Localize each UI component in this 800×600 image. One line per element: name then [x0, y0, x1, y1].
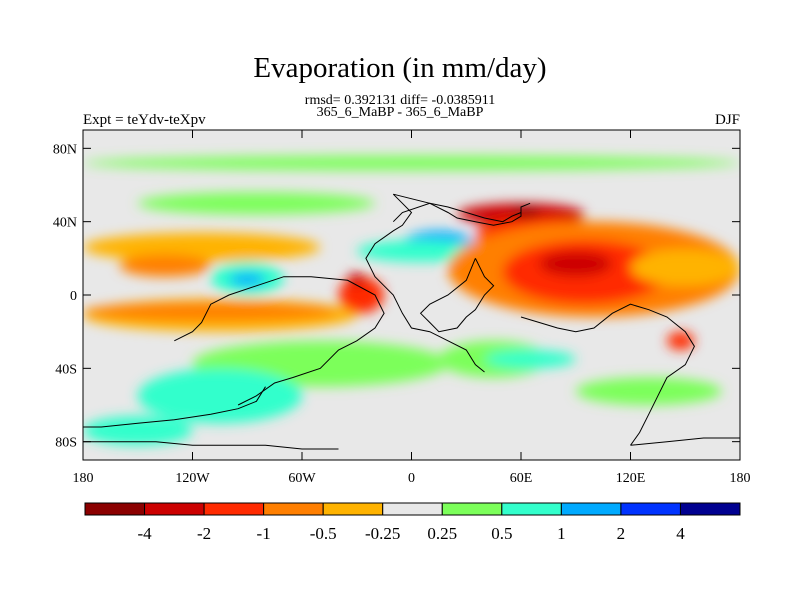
- colorbar: -4 -2 -1 -0.5 -0.25 0.25 0.5 1 2 4: [84, 502, 741, 543]
- colorbar-swatch: [620, 502, 681, 516]
- coastline: [419, 258, 495, 333]
- coastline: [174, 276, 385, 406]
- coastline: [83, 386, 266, 428]
- x-tick-label: 120E: [616, 471, 646, 486]
- colorbar-label: 0.5: [491, 524, 512, 543]
- coastline: [393, 193, 531, 226]
- x-tick-label: 180: [73, 471, 94, 486]
- coastline: [630, 437, 740, 446]
- colorbar-swatch: [679, 502, 741, 516]
- y-tick-label: 0: [70, 289, 77, 304]
- experiment-label: Expt = teYdv-teXpv: [83, 112, 206, 128]
- field-region: [630, 249, 740, 286]
- field-region: [229, 273, 266, 286]
- colorbar-swatch: [322, 502, 384, 516]
- y-tick-label: 40N: [53, 216, 77, 231]
- x-tick-label: 0: [408, 471, 415, 486]
- field-region: [511, 207, 540, 218]
- colorbar-swatch: [501, 502, 562, 516]
- colorbar-swatch: [144, 502, 205, 516]
- field-region: [539, 251, 613, 277]
- colorbar-swatch: [203, 502, 265, 516]
- field-region: [338, 276, 385, 314]
- x-tick-label: 60E: [510, 471, 533, 486]
- colorbar-label: -1: [257, 524, 271, 543]
- field-region: [137, 192, 375, 215]
- colorbar-label: 1: [557, 524, 566, 543]
- field-region: [356, 240, 485, 262]
- colorbar-label: -0.5: [310, 524, 337, 543]
- field-region: [575, 377, 722, 405]
- colorbar-label: 0.25: [427, 524, 457, 543]
- season-label: DJF: [714, 112, 740, 128]
- y-tick-label: 80S: [55, 436, 77, 451]
- field-region: [83, 155, 740, 171]
- y-tick-label: 40S: [55, 362, 77, 377]
- field-region: [484, 350, 576, 369]
- colorbar-label: -4: [137, 524, 152, 543]
- colorbar-label: 4: [676, 524, 685, 543]
- colorbar-swatch: [382, 502, 443, 516]
- axes: 180 120W 60W 0 60E 120E 180 80N 40N 0 40S 80S: [53, 130, 751, 486]
- field-region: [83, 416, 193, 446]
- chart-title: Evaporation (in mm/day): [253, 52, 547, 84]
- y-tick-label: 80N: [53, 142, 77, 157]
- field-region: [667, 331, 695, 351]
- colorbar-label: 2: [617, 524, 626, 543]
- x-tick-label: 120W: [175, 471, 210, 486]
- field-region: [347, 273, 366, 286]
- colorbar-swatch: [84, 502, 146, 516]
- field-region: [119, 254, 211, 277]
- field-region: [83, 302, 339, 321]
- coastline: [83, 441, 339, 450]
- coastlines: [83, 193, 740, 450]
- colorbar-swatch: [560, 502, 622, 516]
- case-line: 365_6_MaBP - 365_6_MaBP: [316, 105, 484, 120]
- field-region: [83, 232, 321, 262]
- stats-line: rmsd= 0.392131 diff= -0.0385911: [304, 93, 496, 108]
- coastline: [392, 202, 522, 223]
- coastline: [520, 303, 695, 446]
- colorbar-label: -2: [197, 524, 211, 543]
- colorbar-swatch: [263, 502, 324, 516]
- x-tick-label: 180: [730, 471, 751, 486]
- colorbar-swatch: [441, 502, 503, 516]
- field-region: [137, 368, 302, 424]
- x-tick-label: 60W: [288, 471, 316, 486]
- coastline: [365, 193, 485, 373]
- colorbar-label: -0.25: [365, 524, 400, 543]
